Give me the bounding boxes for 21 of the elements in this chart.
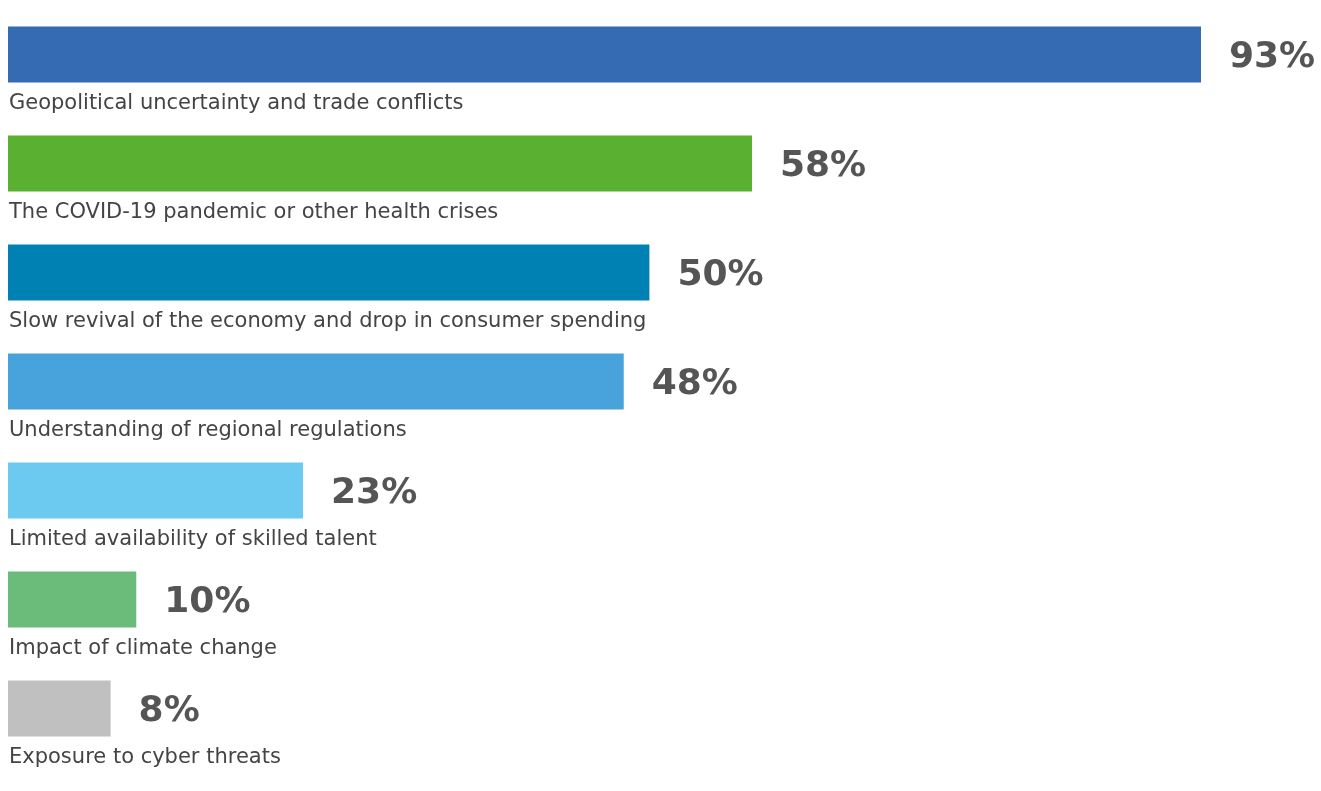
bar	[8, 353, 624, 410]
bar	[8, 26, 1201, 83]
bar	[8, 244, 650, 301]
data-label: 58%	[780, 143, 867, 184]
bar	[8, 135, 753, 192]
bar	[8, 462, 304, 519]
y-tick-label: Slow revival of the economy and drop in consumer spending	[9, 308, 647, 332]
y-tick-label: Limited availability of skilled talent	[9, 526, 377, 550]
data-label: 93%	[1229, 34, 1316, 75]
data-label: 10%	[164, 579, 251, 620]
y-tick-label: Geopolitical uncertainty and trade conflicts	[9, 90, 464, 114]
bar	[8, 571, 137, 628]
y-tick-label: Exposure to cyber threats	[9, 744, 281, 768]
bar	[8, 680, 111, 737]
data-label: 23%	[331, 470, 418, 511]
y-tick-label: Understanding of regional regulations	[9, 417, 407, 441]
data-label: 50%	[677, 252, 764, 293]
data-label: 8%	[138, 688, 200, 729]
y-tick-label: The COVID-19 pandemic or other health crises	[8, 199, 499, 223]
y-tick-label: Impact of climate change	[9, 635, 277, 659]
data-label: 48%	[651, 361, 738, 402]
